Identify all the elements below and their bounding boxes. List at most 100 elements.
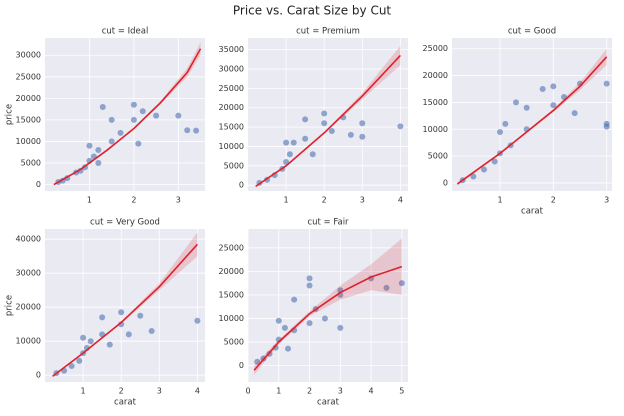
y-axis-label: price — [5, 104, 15, 125]
x-tick-label: 1 — [81, 387, 86, 396]
confidence-band — [254, 238, 402, 375]
y-tick-label: 15000 — [423, 98, 448, 107]
scatter-point — [175, 112, 182, 119]
y-tick-label: 0 — [36, 371, 41, 380]
y-tick-label: 0 — [239, 361, 244, 370]
x-tick-label: 4 — [195, 387, 200, 396]
scatter-point — [135, 140, 142, 147]
facet-title: cut = Ideal — [102, 27, 149, 37]
x-tick-label: 2 — [119, 387, 124, 396]
x-tick-label: 3 — [176, 196, 181, 205]
y-tick-label: 10000 — [16, 137, 41, 146]
scatter-point — [337, 324, 344, 331]
scatter-point — [321, 120, 328, 127]
scatter-point — [108, 116, 115, 123]
x-tick-label: 4 — [369, 387, 374, 396]
scatter-point — [306, 320, 313, 327]
regression-line — [53, 48, 202, 186]
x-tick-label: 2 — [307, 387, 312, 396]
scatter-point — [254, 358, 261, 365]
y-tick-label: 20000 — [423, 71, 448, 80]
x-tick-label: 3 — [604, 196, 609, 205]
plot-background — [452, 38, 612, 191]
y-tick-label: 0 — [36, 180, 41, 189]
y-tick-label: 35000 — [219, 45, 244, 54]
scatter-point — [302, 135, 309, 142]
scatter-point — [148, 328, 155, 334]
y-tick-label: 25000 — [423, 44, 448, 53]
scatter-point — [275, 317, 282, 324]
x-tick-label: 5 — [399, 387, 404, 396]
y-tick-label: 20000 — [16, 303, 41, 312]
scatter-point — [497, 128, 503, 135]
scatter-point — [137, 312, 144, 319]
y-tick-label: 5000 — [21, 158, 41, 167]
regression-line — [255, 54, 401, 188]
x-tick-label: 3 — [338, 387, 343, 396]
scatter-point — [290, 139, 297, 146]
scatter-point — [603, 80, 610, 87]
scatter-point — [309, 151, 316, 158]
y-tick-label: 30000 — [219, 64, 244, 73]
scatter-point — [95, 159, 102, 166]
x-tick-label: 2 — [322, 196, 327, 205]
scatter-point — [321, 315, 328, 322]
x-tick-label: 4 — [398, 196, 403, 205]
scatter-point — [481, 166, 487, 173]
scatter-point — [76, 357, 83, 364]
scatter-point — [117, 129, 124, 136]
y-tick-label: 15000 — [219, 290, 244, 299]
y-tick-label: 10000 — [423, 125, 448, 134]
scatter-point — [285, 345, 291, 352]
scatter-point — [130, 101, 137, 108]
scatter-point — [286, 151, 293, 158]
x-tick-label: 0 — [245, 387, 250, 396]
facet: 0 5000 10000 15000 20000 25000 1 2 3 cut = Good ca… — [423, 27, 612, 217]
scatter-point — [283, 158, 290, 165]
scatter-point — [194, 317, 201, 324]
scatter-point — [328, 127, 335, 134]
scatter-point — [153, 112, 160, 119]
facet-title: cut = Fair — [307, 218, 349, 228]
plot-background — [248, 229, 408, 382]
y-tick-label: 15000 — [219, 123, 244, 132]
x-tick-label: 1 — [497, 196, 502, 205]
y-tick-label: 30000 — [16, 269, 41, 278]
regression-line — [52, 243, 198, 377]
scatter-point — [398, 280, 405, 287]
y-tick-label: 0 — [239, 181, 244, 190]
plot-background — [248, 38, 408, 191]
regression-line — [253, 265, 403, 371]
regression-line — [456, 56, 608, 185]
scatter-point — [193, 127, 200, 134]
y-tick-label: 5000 — [224, 337, 244, 346]
scatter-point — [571, 110, 578, 117]
scatter-point — [470, 173, 477, 180]
scatter-point — [130, 116, 137, 123]
scatter-point — [86, 142, 93, 149]
scatter-point — [306, 275, 313, 282]
y-tick-label: 5000 — [224, 161, 244, 170]
scatter-point — [291, 296, 298, 303]
y-tick-label: 25000 — [219, 84, 244, 93]
scatter-point — [397, 123, 404, 130]
y-tick-label: 20000 — [16, 94, 41, 103]
x-axis-label: carat — [521, 207, 544, 217]
scatter-point — [87, 338, 94, 345]
facet: 0 5000 10000 15000 20000 25000 30000 35000 1 2 3 4 c… — [219, 27, 408, 205]
facet-title: cut = Good — [508, 27, 556, 37]
x-tick-label: 1 — [276, 387, 281, 396]
y-tick-label: 15000 — [16, 115, 41, 124]
scatter-point — [302, 116, 309, 123]
scatter-point — [80, 334, 87, 341]
scatter-point — [108, 138, 115, 145]
scatter-point — [321, 110, 328, 117]
scatter-point — [281, 324, 288, 331]
scatter-point — [502, 120, 509, 127]
confidence-band — [457, 48, 607, 186]
facet: 0 5000 10000 15000 20000 25000 0 1 2 3 4 5 cut = Fai… — [219, 218, 408, 408]
y-tick-label: 40000 — [16, 235, 41, 244]
scatter-point — [184, 127, 191, 134]
x-tick-label: 3 — [157, 387, 162, 396]
